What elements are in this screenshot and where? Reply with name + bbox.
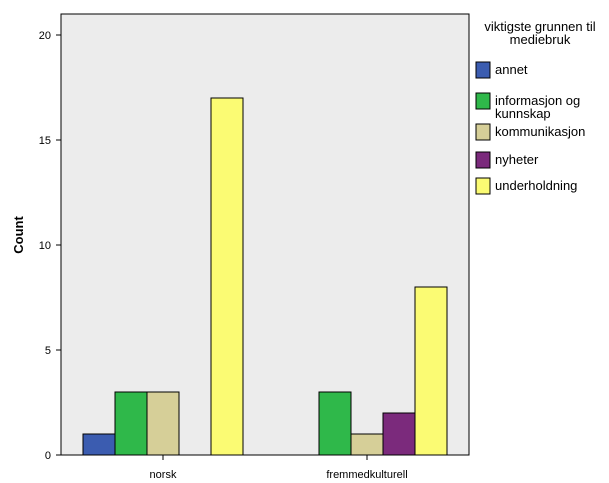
y-axis-title: Count bbox=[11, 216, 26, 254]
legend-swatch-underholdning bbox=[475, 177, 491, 195]
y-tick-label: 15 bbox=[39, 135, 51, 147]
bar-nyheter-fremmedkulturell bbox=[382, 412, 416, 456]
bar-underholdning-fremmedkulturell bbox=[414, 286, 448, 456]
legend-label: kommunikasjon bbox=[495, 124, 585, 139]
y-tick-label: 20 bbox=[39, 30, 51, 42]
legend-swatch-kommunikasjon bbox=[475, 123, 491, 141]
x-tick-label: fremmedkulturell bbox=[326, 469, 407, 481]
y-tick-label: 10 bbox=[39, 240, 51, 252]
legend-title: viktigste grunnen til bbox=[484, 19, 595, 34]
bar-informasjon-og-kunnskap-fremmedkulturell bbox=[318, 391, 352, 456]
bars-group bbox=[82, 97, 448, 456]
x-axis: norsk fremmedkulturell bbox=[150, 455, 408, 481]
bar-informasjon-og-kunnskap-norsk bbox=[114, 391, 148, 456]
legend-label: annet bbox=[495, 62, 528, 77]
legend-swatch-informasjon-og-kunnskap bbox=[475, 92, 491, 110]
legend-label: underholdning bbox=[495, 178, 577, 193]
bar-kommunikasjon-norsk bbox=[146, 391, 180, 456]
legend-label: nyheter bbox=[495, 152, 539, 167]
y-axis: 0 5 10 15 20 bbox=[39, 14, 62, 462]
legend-label: informasjon og bbox=[495, 93, 580, 108]
y-tick-label: 0 bbox=[45, 450, 51, 462]
bar-kommunikasjon-fremmedkulturell bbox=[350, 433, 384, 456]
plot-area bbox=[60, 13, 470, 456]
bar-underholdning-norsk bbox=[210, 97, 244, 456]
x-tick-label: norsk bbox=[150, 469, 177, 481]
legend-swatch-annet bbox=[475, 61, 491, 79]
y-tick-label: 5 bbox=[45, 345, 51, 357]
legend-swatch-nyheter bbox=[475, 151, 491, 169]
legend-label: kunnskap bbox=[495, 106, 551, 121]
legend-title: mediebruk bbox=[510, 32, 571, 47]
bar-annet-norsk bbox=[82, 433, 116, 456]
